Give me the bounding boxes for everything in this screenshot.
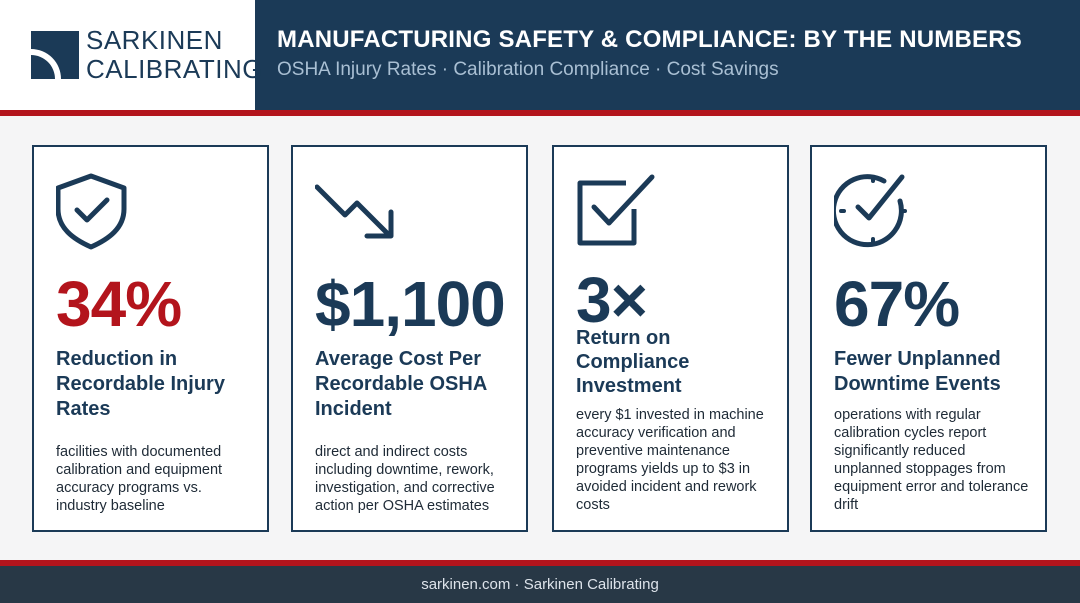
footer-bar: sarkinen.com · Sarkinen Calibrating xyxy=(0,566,1080,603)
stat-label: Average Cost Per Recordable OSHA Inciden… xyxy=(315,348,487,420)
page-title: MANUFACTURING SAFETY & COMPLIANCE: BY TH… xyxy=(277,26,1022,53)
stat-value: $1,100 xyxy=(315,268,506,340)
footer-accent-divider xyxy=(0,560,1080,566)
stat-value: 3× xyxy=(576,264,648,336)
quarter-circle-logo-icon xyxy=(31,31,79,79)
stat-value: 67% xyxy=(834,268,960,340)
stat-card-incident-cost: $1,100 Average Cost Per Recordable OSHA … xyxy=(291,145,528,532)
stat-card-injury-rates: 34% Reduction in Recordable Injury Rates… xyxy=(32,145,269,532)
footer-text: sarkinen.com · Sarkinen Calibrating xyxy=(421,576,659,593)
stat-card-compliance-roi: 3× Return on Compliance Investment every… xyxy=(552,145,789,532)
stat-description: every $1 invested in machine accuracy ve… xyxy=(576,407,764,513)
clock-check-icon xyxy=(834,174,907,248)
stat-label: Return on Compliance Investment xyxy=(576,327,690,397)
stat-value: 34% xyxy=(56,268,182,340)
header-accent-divider xyxy=(0,110,1080,116)
stat-description: direct and indirect costs including down… xyxy=(315,444,495,514)
header-bar: SARKINEN CALIBRATING MANUFACTURING SAFET… xyxy=(0,0,1080,110)
stat-description: facilities with documented calibration a… xyxy=(56,444,223,514)
trend-down-arrow-icon xyxy=(315,184,394,239)
stat-label: Reduction in Recordable Injury Rates xyxy=(56,348,225,420)
checkbox-check-icon xyxy=(577,174,655,246)
stat-description: operations with regular calibration cycl… xyxy=(834,407,1029,513)
logo-panel: SARKINEN CALIBRATING xyxy=(0,0,262,110)
page-subtitle: OSHA Injury Rates · Calibration Complian… xyxy=(277,59,779,80)
brand-line-2: CALIBRATING xyxy=(86,54,263,84)
brand-line-1: SARKINEN xyxy=(86,25,223,55)
stat-card-downtime: 67% Fewer Unplanned Downtime Events oper… xyxy=(810,145,1047,532)
stat-label: Fewer Unplanned Downtime Events xyxy=(834,348,1001,395)
brand-name: SARKINEN CALIBRATING xyxy=(86,26,263,84)
shield-check-icon xyxy=(56,173,127,250)
